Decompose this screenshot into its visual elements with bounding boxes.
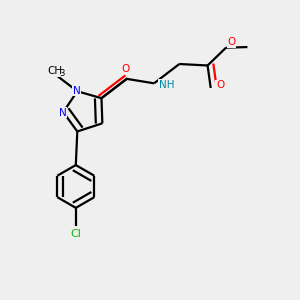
Text: O: O <box>122 64 130 74</box>
Text: O: O <box>227 37 236 47</box>
Text: O: O <box>216 80 224 90</box>
Text: Cl: Cl <box>70 229 81 239</box>
Text: N: N <box>73 86 81 96</box>
Text: CH: CH <box>48 66 63 76</box>
Text: 3: 3 <box>59 69 64 78</box>
Text: N: N <box>59 108 67 118</box>
Text: NH: NH <box>159 80 174 90</box>
